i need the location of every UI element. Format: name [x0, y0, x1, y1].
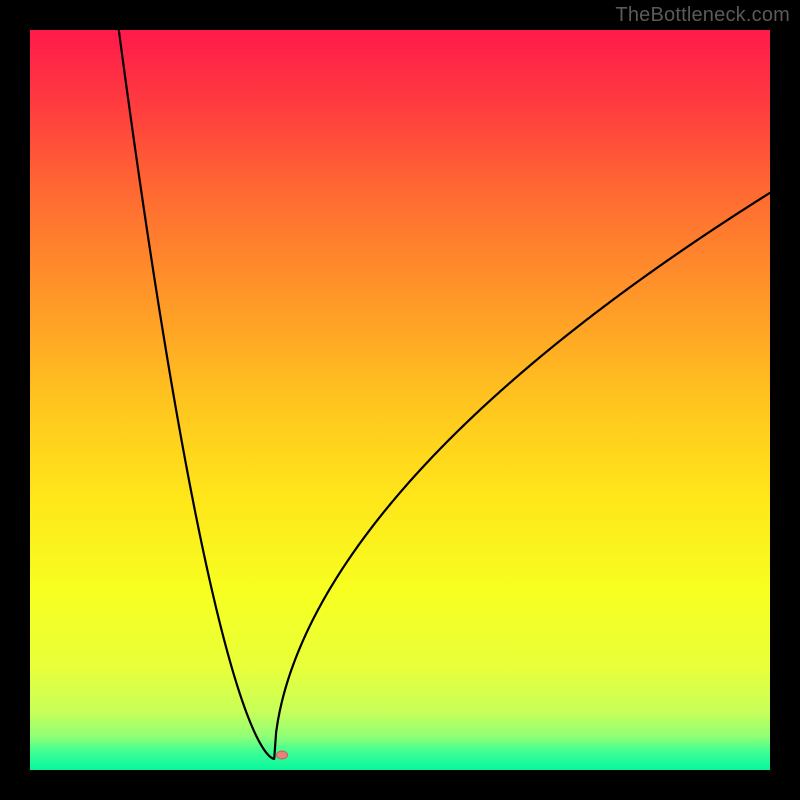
minimum-marker — [276, 751, 288, 760]
curve-layer — [30, 30, 770, 770]
watermark-label: TheBottleneck.com — [615, 4, 790, 27]
chart-frame: TheBottleneck.com — [0, 0, 800, 800]
gradient-background — [30, 30, 770, 770]
plot-area — [30, 30, 770, 770]
